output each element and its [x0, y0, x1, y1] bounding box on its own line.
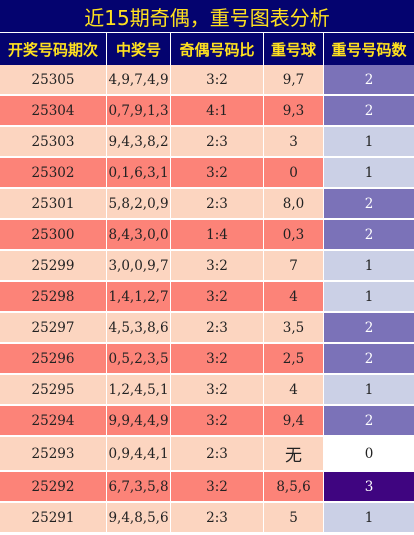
- count-cell: 3: [324, 472, 414, 503]
- period-cell: 25294: [0, 406, 107, 437]
- count-cell: 2: [324, 189, 414, 220]
- period-cell: 25295: [0, 375, 107, 406]
- ratio-cell: 3:2: [171, 344, 264, 375]
- table-row: 25299 3,0,0,9,7 3:2 7 1: [0, 251, 414, 282]
- count-cell: 2: [324, 406, 414, 437]
- repeat-cell: 0: [264, 158, 324, 189]
- numbers-cell: 9,9,4,4,9: [107, 406, 171, 437]
- table-row: 25292 6,7,3,5,8 3:2 8,5,6 3: [0, 472, 414, 503]
- ratio-cell: 2:3: [171, 189, 264, 220]
- repeat-cell: 2,5: [264, 344, 324, 375]
- count-cell: 1: [324, 282, 414, 313]
- ratio-cell: 2:3: [171, 313, 264, 344]
- table-row: 25302 0,1,6,3,1 3:2 0 1: [0, 158, 414, 189]
- repeat-cell: 3,5: [264, 313, 324, 344]
- period-cell: 25302: [0, 158, 107, 189]
- table-row: 25297 4,5,3,8,6 2:3 3,5 2: [0, 313, 414, 344]
- count-cell: 2: [324, 220, 414, 251]
- repeat-cell: 5: [264, 503, 324, 534]
- count-cell: 1: [324, 503, 414, 534]
- repeat-cell: 4: [264, 282, 324, 313]
- repeat-cell: 无: [264, 437, 324, 472]
- numbers-cell: 9,4,8,5,6: [107, 503, 171, 534]
- table-row: 25296 0,5,2,3,5 3:2 2,5 2: [0, 344, 414, 375]
- count-cell: 0: [324, 437, 414, 472]
- ratio-cell: 3:2: [171, 158, 264, 189]
- repeat-cell: 7: [264, 251, 324, 282]
- count-cell: 2: [324, 65, 414, 96]
- header-row: 开奖号码期次 中奖号 奇偶号码比 重号球 重号号码数: [0, 33, 414, 65]
- numbers-cell: 1,2,4,5,1: [107, 375, 171, 406]
- count-cell: 1: [324, 375, 414, 406]
- numbers-cell: 9,4,3,8,2: [107, 127, 171, 158]
- table-row: 25293 0,9,4,4,1 2:3 无 0: [0, 437, 414, 472]
- repeat-cell: 4: [264, 375, 324, 406]
- numbers-cell: 4,5,3,8,6: [107, 313, 171, 344]
- count-cell: 2: [324, 96, 414, 127]
- repeat-cell: 8,5,6: [264, 472, 324, 503]
- period-cell: 25293: [0, 437, 107, 472]
- table-body: 25305 4,9,7,4,9 3:2 9,7 2 25304 0,7,9,1,3 4:1 9,…: [0, 65, 414, 534]
- ratio-cell: 1:4: [171, 220, 264, 251]
- period-cell: 25305: [0, 65, 107, 96]
- repeat-cell: 0,3: [264, 220, 324, 251]
- count-cell: 1: [324, 158, 414, 189]
- repeat-cell: 9,3: [264, 96, 324, 127]
- ratio-cell: 3:2: [171, 375, 264, 406]
- ratio-cell: 2:3: [171, 127, 264, 158]
- repeat-cell: 8,0: [264, 189, 324, 220]
- header-count: 重号号码数: [331, 40, 407, 59]
- ratio-cell: 4:1: [171, 96, 264, 127]
- table-row: 25295 1,2,4,5,1 3:2 4 1: [0, 375, 414, 406]
- ratio-cell: 3:2: [171, 472, 264, 503]
- numbers-cell: 1,4,1,2,7: [107, 282, 171, 313]
- period-cell: 25298: [0, 282, 107, 313]
- count-cell: 1: [324, 127, 414, 158]
- repeat-cell: 9,7: [264, 65, 324, 96]
- repeat-cell: 9,4: [264, 406, 324, 437]
- count-cell: 2: [324, 344, 414, 375]
- numbers-cell: 5,8,2,0,9: [107, 189, 171, 220]
- period-cell: 25297: [0, 313, 107, 344]
- page-title: 近15期奇偶，重号图表分析: [0, 0, 414, 33]
- period-cell: 25303: [0, 127, 107, 158]
- table-row: 25305 4,9,7,4,9 3:2 9,7 2: [0, 65, 414, 96]
- header-period: 开奖号码期次: [0, 33, 107, 65]
- count-cell: 2: [324, 313, 414, 344]
- period-cell: 25296: [0, 344, 107, 375]
- table-row: 25300 8,4,3,0,0 1:4 0,3 2: [0, 220, 414, 251]
- numbers-cell: 0,9,4,4,1: [107, 437, 171, 472]
- table-row: 25298 1,4,1,2,7 3:2 4 1: [0, 282, 414, 313]
- header-ratio: 奇偶号码比: [171, 33, 264, 65]
- period-cell: 25300: [0, 220, 107, 251]
- period-cell: 25301: [0, 189, 107, 220]
- period-cell: 25291: [0, 503, 107, 534]
- table-row: 25301 5,8,2,0,9 2:3 8,0 2: [0, 189, 414, 220]
- header-numbers: 中奖号: [107, 33, 171, 65]
- repeat-cell: 3: [264, 127, 324, 158]
- table-row: 25304 0,7,9,1,3 4:1 9,3 2: [0, 96, 414, 127]
- numbers-cell: 3,0,0,9,7: [107, 251, 171, 282]
- numbers-cell: 0,7,9,1,3: [107, 96, 171, 127]
- table-row: 25294 9,9,4,4,9 3:2 9,4 2: [0, 406, 414, 437]
- numbers-cell: 8,4,3,0,0: [107, 220, 171, 251]
- ratio-cell: 2:3: [171, 437, 264, 472]
- numbers-cell: 4,9,7,4,9: [107, 65, 171, 96]
- ratio-cell: 2:3: [171, 503, 264, 534]
- table-row: 25291 9,4,8,5,6 2:3 5 1: [0, 503, 414, 534]
- count-cell: 1: [324, 251, 414, 282]
- ratio-cell: 3:2: [171, 406, 264, 437]
- numbers-cell: 0,1,6,3,1: [107, 158, 171, 189]
- period-cell: 25292: [0, 472, 107, 503]
- table-row: 25303 9,4,3,8,2 2:3 3 1: [0, 127, 414, 158]
- period-cell: 25299: [0, 251, 107, 282]
- numbers-cell: 0,5,2,3,5: [107, 344, 171, 375]
- ratio-cell: 3:2: [171, 251, 264, 282]
- ratio-cell: 3:2: [171, 282, 264, 313]
- ratio-cell: 3:2: [171, 65, 264, 96]
- numbers-cell: 6,7,3,5,8: [107, 472, 171, 503]
- period-cell: 25304: [0, 96, 107, 127]
- header-repeat: 重号球: [264, 33, 324, 65]
